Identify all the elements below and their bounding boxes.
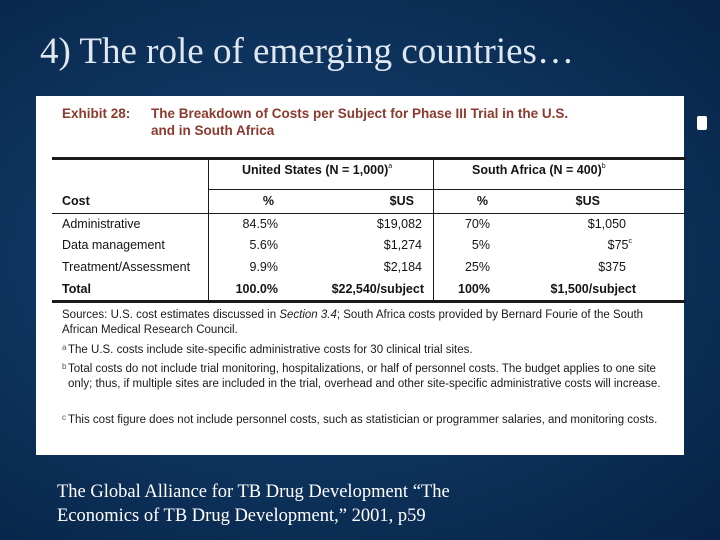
scroll-tab [697, 116, 707, 130]
header-rule [52, 213, 686, 214]
table-row: Data management 5.6% $1,274 5% $75c [36, 238, 684, 260]
cell-sa-pct: 100% [458, 282, 490, 296]
footnote-b: b Total costs do not include trial monito… [62, 362, 661, 390]
column-divider [208, 160, 209, 301]
cell-sa-pct: 70% [464, 217, 490, 231]
section-ref: Section 3.4 [279, 309, 337, 321]
column-header-us-pct: % [262, 194, 274, 208]
group-header-us: United States (N = 1,000)a [242, 163, 393, 177]
exhibit-figure: Exhibit 28: The Breakdown of Costs per S… [36, 96, 686, 455]
footnote-c: c This cost figure does not include perso… [62, 413, 658, 426]
table-top-rule [52, 157, 686, 160]
cell-us-usd: $19,082 [376, 217, 422, 231]
cell-cost: Administrative [62, 217, 141, 231]
table-total-row: Total 100.0% $22,540/subject 100% $1,500… [36, 282, 684, 304]
cell-us-pct: 84.5% [242, 217, 278, 231]
column-divider [433, 160, 434, 301]
cell-sa-usd: $375 [598, 260, 626, 274]
group-rule [208, 189, 686, 190]
cell-us-pct: 5.6% [249, 238, 279, 252]
column-header-sa-pct: % [476, 194, 488, 208]
cell-sa-usd: $1,500/subject [550, 282, 636, 296]
exhibit-label: Exhibit 28: [62, 106, 131, 121]
cell-cost: Total [62, 282, 91, 296]
table-bottom-rule [52, 300, 686, 303]
table-row: Administrative 84.5% $19,082 70% $1,050 [36, 217, 684, 239]
sources-note: Sources: U.S. cost estimates discussed i… [62, 309, 644, 336]
slide-title: 4) The role of emerging countries… [40, 31, 574, 72]
exhibit-title-text: The Breakdown of Costs per Subject for P… [151, 106, 569, 138]
cell-cost: Data management [62, 238, 165, 252]
source-caption: The Global Alliance for TB Drug Developm… [57, 480, 450, 528]
footnote-a: a The U.S. costs include site-specific ad… [62, 343, 473, 356]
cell-sa-pct: 5% [471, 238, 490, 252]
cell-us-usd: $22,540/subject [331, 282, 424, 296]
cell-us-usd: $2,184 [383, 260, 422, 274]
cell-sa-pct: 25% [464, 260, 490, 274]
cell-us-pct: 100.0% [235, 282, 278, 296]
column-header-sa-usd: $US [575, 194, 600, 208]
cell-cost: Treatment/Assessment [62, 260, 191, 274]
cell-sa-usd: $1,050 [587, 217, 626, 231]
cell-us-pct: 9.9% [249, 260, 279, 274]
caption-line: The Global Alliance for TB Drug Developm… [57, 482, 450, 502]
column-header-cost: Cost [62, 194, 90, 208]
group-header-sa: South Africa (N = 400)b [472, 163, 606, 177]
cell-sa-usd: $75c [607, 238, 632, 252]
cell-us-usd: $1,274 [383, 238, 422, 252]
table-row: Treatment/Assessment 9.9% $2,184 25% $37… [36, 260, 684, 282]
caption-line: Economics of TB Drug Development,” 2001,… [57, 506, 426, 526]
column-header-us-usd: $US [389, 194, 414, 208]
